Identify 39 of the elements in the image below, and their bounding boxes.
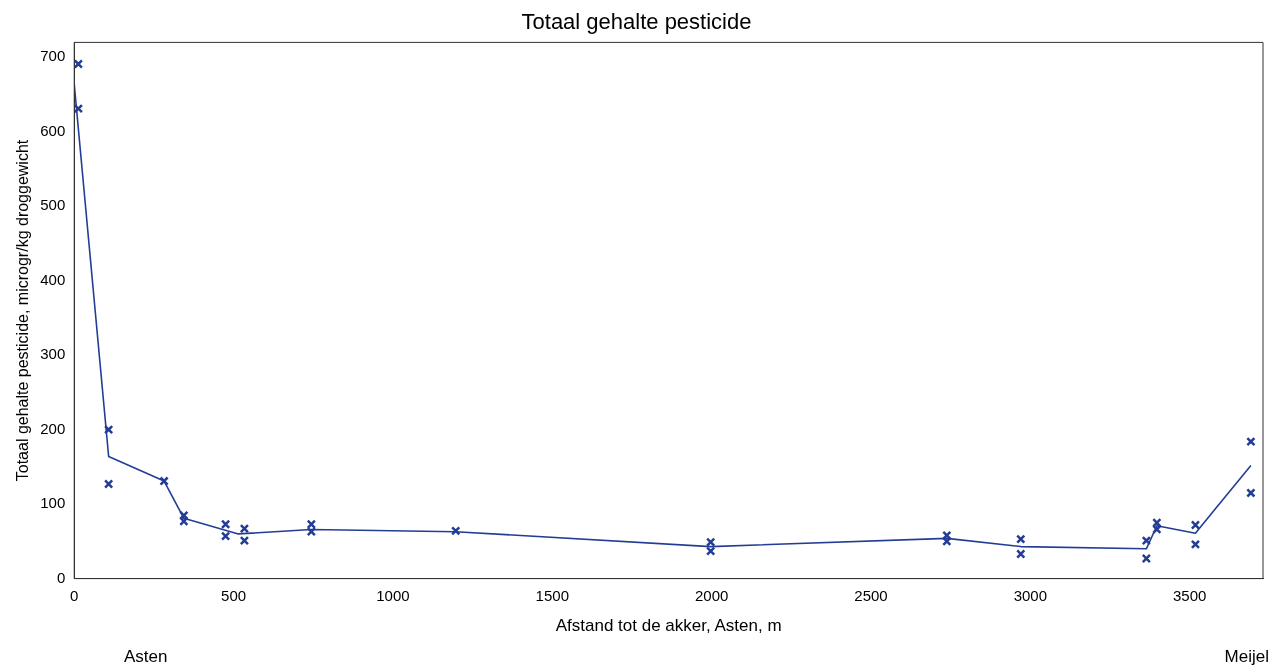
y-tick-label: 600: [40, 121, 66, 139]
y-tick-label: 100: [40, 494, 66, 512]
point: [220, 519, 231, 530]
x-tick-label: 500: [221, 586, 247, 604]
point: [1190, 539, 1201, 550]
y-tick-label: 400: [40, 270, 66, 288]
y-axis-title: Totaal gehalte pesticide, microgr/kg droggewicht: [14, 139, 32, 482]
x-tick-label: 2500: [854, 586, 888, 604]
point: [74, 59, 84, 69]
y-tick-label: 700: [40, 47, 66, 65]
y-tick-label: 200: [40, 419, 66, 437]
x-tick-label: 3000: [1013, 586, 1048, 604]
point: [103, 424, 114, 435]
y-tick-label: 0: [56, 568, 66, 586]
point: [103, 479, 114, 489]
x-tick-label: 1000: [376, 586, 410, 604]
x-tick-label: 3500: [1173, 586, 1207, 604]
point: [1190, 520, 1201, 530]
x-tick-label: 2000: [694, 586, 729, 604]
point: [1246, 436, 1256, 447]
point: [1016, 549, 1026, 559]
point: [1141, 553, 1152, 564]
point: [239, 535, 250, 546]
point: [450, 526, 461, 536]
text: Asten: [124, 647, 168, 667]
chart-title: Totaal gehalte pesticide: [521, 9, 752, 35]
y-tick-label: 500: [40, 196, 66, 214]
point: [1016, 534, 1026, 544]
text: Meijel: [1224, 647, 1269, 667]
x-tick-label: 1500: [535, 586, 569, 604]
point: [159, 476, 169, 486]
point: [1246, 488, 1256, 498]
point: [220, 531, 231, 541]
y-tick-label: 300: [40, 345, 66, 363]
point: [239, 523, 250, 534]
point: [74, 103, 84, 114]
x-tick-label: 0: [70, 586, 79, 604]
x-axis-title: Afstand tot de akker, Asten, m: [555, 616, 782, 636]
point: [1141, 535, 1152, 546]
